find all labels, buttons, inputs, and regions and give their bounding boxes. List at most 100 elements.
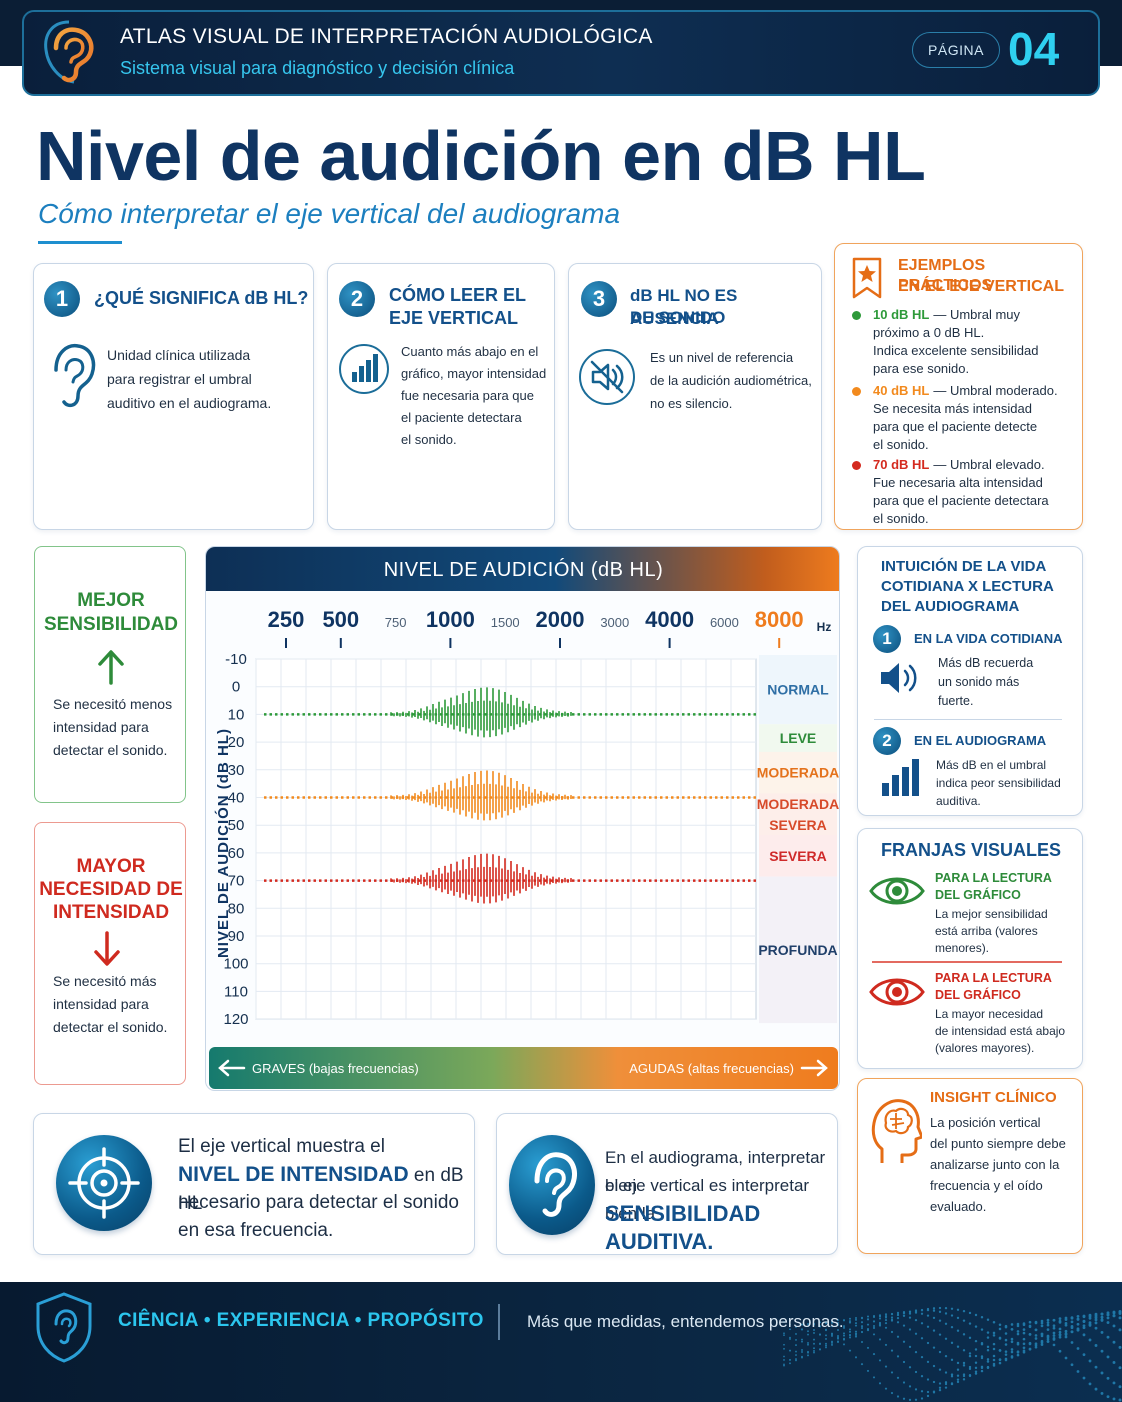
decor-dot [992, 1354, 996, 1358]
decor-dot [968, 1374, 972, 1378]
decor-dot [783, 1332, 785, 1335]
decor-dot [843, 1325, 845, 1328]
decor-dot [1028, 1320, 1032, 1324]
y-axis-label: NIVEL DE AUDICIÓN (dB HL) [214, 728, 232, 958]
decor-dot [986, 1358, 990, 1361]
decor-dot [825, 1328, 827, 1331]
signal-waveform [390, 687, 572, 738]
decor-dot [1016, 1330, 1020, 1333]
card-not-silence: 3 dB HL NO ES AUSENCIA DE SONIDO Es un n… [568, 263, 822, 530]
ear-logo-icon [44, 20, 94, 84]
decor-dot [1052, 1326, 1056, 1330]
decor-dot [914, 1370, 918, 1374]
decor-dot [1112, 1340, 1116, 1344]
arrow-right-icon [800, 1059, 828, 1077]
decor-dot [807, 1343, 809, 1346]
decor-dot [1034, 1337, 1038, 1340]
decor-dot [1046, 1340, 1050, 1344]
decor-dot [843, 1332, 845, 1335]
summary-intensity-card: El eje vertical muestra el NIVEL DE INTE… [33, 1113, 475, 1255]
decor-dot [1076, 1322, 1080, 1326]
decor-dot [1082, 1353, 1086, 1357]
example-text: para ese sonido. [873, 361, 970, 376]
decor-dot [1118, 1316, 1122, 1320]
decor-dot [920, 1337, 924, 1340]
footer-tagline: Más que medidas, entendemos personas. [527, 1312, 844, 1331]
footer-divider [498, 1304, 500, 1340]
decor-dot [986, 1336, 990, 1339]
decor-dot [1106, 1321, 1110, 1324]
decor-dot [956, 1308, 960, 1311]
decor-dot [1064, 1335, 1068, 1339]
decor-dot [843, 1343, 845, 1346]
example-text: para que el paciente detecte [873, 419, 1038, 434]
decor-dot [980, 1355, 984, 1358]
decor-dot [1070, 1316, 1074, 1320]
decor-dot [968, 1352, 972, 1355]
band-label: NORMAL [767, 682, 829, 698]
y-tick-label: 60 [228, 845, 245, 862]
insight-text: del punto siempre debe [930, 1136, 1066, 1151]
chart-header [206, 547, 839, 591]
high-frequency-label: AGUDAS (altas frecuencias) [629, 1061, 794, 1076]
decor-dot [908, 1345, 912, 1349]
decor-dot [825, 1334, 827, 1337]
decor-dot [1028, 1347, 1032, 1351]
decor-dot [1022, 1331, 1026, 1335]
decor-dot [1046, 1337, 1050, 1341]
decor-dot [783, 1359, 785, 1361]
card-meaning: 1 ¿QUÉ SIGNIFICA dB HL? Unidad clínica u… [33, 263, 314, 530]
decor-dot [1106, 1335, 1110, 1339]
band-label: PROFUNDA [758, 942, 837, 958]
decor-dot [962, 1349, 966, 1352]
decor-dot [1028, 1325, 1032, 1329]
decor-dot [896, 1311, 900, 1314]
decor-dot [950, 1373, 954, 1376]
decor-dot [783, 1355, 785, 1358]
card-title: dB HL NO ES AUSENCIA [630, 286, 738, 328]
daily-title: COTIDIANA X LECTURA [881, 578, 1054, 595]
decor-dot [872, 1324, 876, 1328]
decor-dot [819, 1321, 821, 1324]
decor-dot [902, 1324, 906, 1327]
decor-dot [854, 1318, 858, 1321]
decor-dot [1052, 1334, 1056, 1337]
decor-dot [1088, 1315, 1092, 1318]
decor-dot [795, 1359, 797, 1362]
examples-title: EJEMPLOS PRÁCTICOS [898, 257, 993, 294]
decor-dot [920, 1322, 924, 1325]
decor-dot [1094, 1326, 1098, 1330]
decor-dot [1034, 1345, 1038, 1349]
decor-dot [860, 1325, 864, 1328]
decor-dot [1034, 1343, 1038, 1347]
decor-dot [998, 1327, 1002, 1331]
worse-title: INTENSIDAD [52, 902, 170, 923]
head-brain-icon [871, 1099, 922, 1163]
decor-dot [974, 1348, 978, 1351]
decor-dot [1076, 1328, 1080, 1332]
decor-dot [944, 1386, 948, 1389]
better-text: intensidad para [53, 719, 149, 735]
decor-dot [896, 1355, 900, 1358]
decor-dot [944, 1381, 948, 1384]
decor-dot [860, 1340, 864, 1344]
decor-dot [944, 1337, 948, 1340]
decor-dot [944, 1371, 948, 1374]
decor-dot [1052, 1324, 1056, 1328]
daily-item-text: Más dB recuerda [938, 656, 1034, 670]
decor-dot [1076, 1370, 1080, 1373]
decor-dot [1052, 1318, 1056, 1322]
insight-text: evaluado. [930, 1199, 987, 1214]
decor-dot [956, 1316, 960, 1320]
decor-dot [932, 1391, 936, 1394]
decor-dot [831, 1340, 833, 1343]
decor-dot [902, 1360, 906, 1364]
examples-title: EN EL EJE VERTICAL [898, 278, 1064, 295]
decor-dot [1076, 1318, 1080, 1321]
wave-decoration-icon [783, 1306, 1122, 1402]
decor-dot [1088, 1338, 1092, 1342]
decor-dot [890, 1349, 894, 1352]
y-tick-label: 110 [224, 983, 248, 1000]
decor-dot [1118, 1345, 1122, 1349]
decor-dot [795, 1333, 797, 1335]
